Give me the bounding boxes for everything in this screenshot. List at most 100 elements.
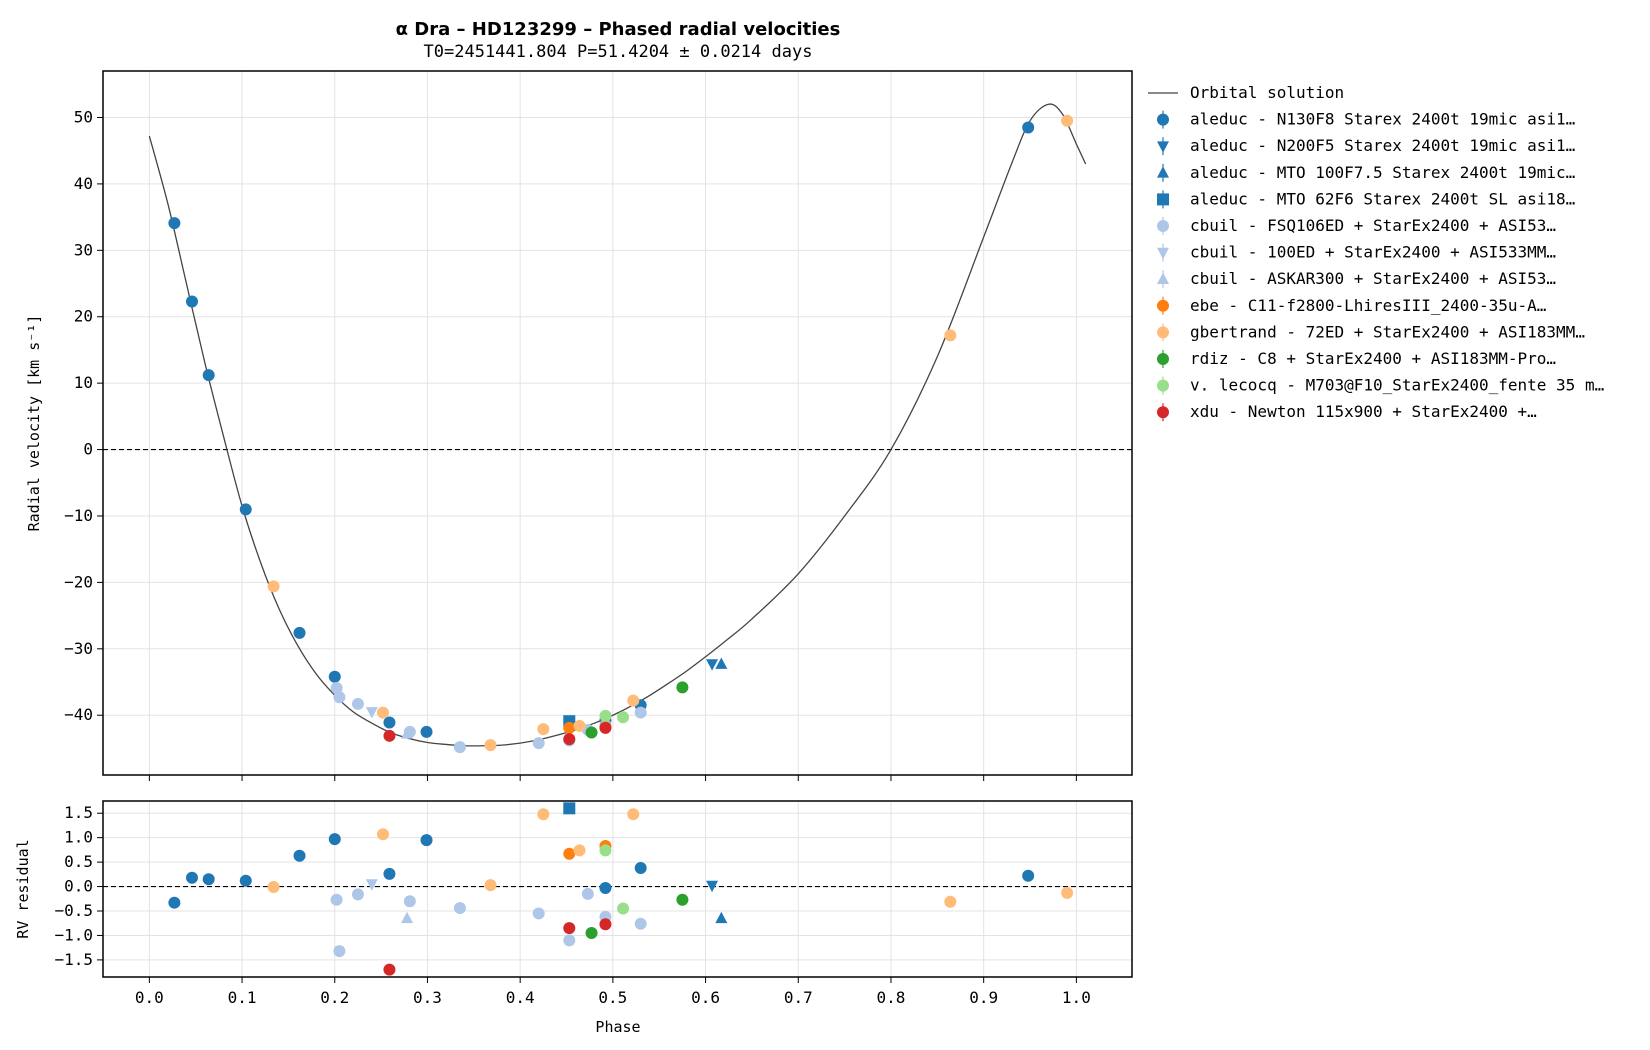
y-tick-label: 10 xyxy=(74,373,93,392)
residual-point xyxy=(1022,869,1035,882)
rv-point xyxy=(634,706,647,719)
rv-point xyxy=(706,659,719,671)
rv-point xyxy=(453,741,466,754)
legend-label: gbertrand - 72ED + StarEx2400 + ASI183MM… xyxy=(1190,322,1585,341)
residual-y-tick-label: 1.0 xyxy=(64,828,93,847)
residual-point xyxy=(185,871,198,884)
residual-point xyxy=(376,828,389,841)
legend-marker xyxy=(1157,299,1169,312)
legend-marker xyxy=(1157,141,1169,153)
residual-point xyxy=(563,922,576,935)
x-tick-label: 0.8 xyxy=(877,988,906,1007)
rv-point xyxy=(239,503,252,516)
residual-point xyxy=(715,911,728,924)
y-tick-label: 30 xyxy=(74,240,93,259)
rv-point xyxy=(537,723,550,736)
legend-label: aleduc - MTO 62F6 Starex 2400t SL asi18… xyxy=(1190,189,1575,208)
rv-point xyxy=(563,721,576,734)
legend-label: ebe - C11-f2800-LhiresIII_2400-35u-A… xyxy=(1190,296,1546,315)
rv-point xyxy=(351,697,364,710)
residual-point xyxy=(1061,886,1074,899)
residual-y-tick-label: −0.5 xyxy=(54,901,93,920)
residual-point xyxy=(676,893,689,906)
legend-marker xyxy=(1157,247,1169,260)
residual-point xyxy=(627,808,640,821)
residual-point xyxy=(537,808,550,821)
rv-point xyxy=(944,329,957,342)
main-plot-frame xyxy=(102,70,1133,776)
rv-point xyxy=(330,681,343,694)
orbital-solution-line xyxy=(148,103,1087,747)
legend-label: v. lecocq - M703@F10_StarEx2400_fente 35… xyxy=(1190,376,1604,395)
legend-marker xyxy=(1157,379,1169,392)
rv-point xyxy=(383,716,396,729)
rv-point xyxy=(333,691,346,704)
residual-point xyxy=(267,881,280,894)
rv-point xyxy=(376,706,389,719)
residual-point xyxy=(634,917,647,930)
legend-marker xyxy=(1157,166,1169,178)
y-tick-label: −20 xyxy=(64,572,93,591)
residual-y-tick-label: 1.5 xyxy=(64,803,93,822)
residual-point xyxy=(453,902,466,915)
x-tick-label: 0.0 xyxy=(135,988,164,1007)
legend-label: xdu - Newton 115x900 + StarEx2400 +… xyxy=(1190,402,1537,421)
residual-point xyxy=(330,893,343,906)
x-tick-label: 0.6 xyxy=(691,988,720,1007)
residual-point xyxy=(293,849,306,862)
legend-label: aleduc - N200F5 Starex 2400t 19mic asi1… xyxy=(1190,136,1575,155)
residual-point xyxy=(401,911,414,924)
rv-point xyxy=(168,217,181,230)
residual-point xyxy=(563,934,576,947)
residual-y-axis-label: RV residual xyxy=(14,839,32,938)
residual-point xyxy=(202,873,215,886)
legend-label: aleduc - N130F8 Starex 2400t 19mic asi1… xyxy=(1190,110,1575,129)
residual-point xyxy=(706,880,719,893)
residual-point xyxy=(585,927,598,939)
rv-point xyxy=(1022,121,1035,134)
x-tick-label: 0.4 xyxy=(506,988,535,1007)
residual-point xyxy=(168,896,181,909)
legend-label: Orbital solution xyxy=(1190,83,1344,102)
x-tick-label: 0.2 xyxy=(320,988,349,1007)
residual-point xyxy=(944,895,957,908)
rv-point xyxy=(573,719,586,732)
residual-point xyxy=(617,902,630,915)
residual-point xyxy=(563,847,576,860)
rv-point xyxy=(328,670,341,683)
x-axis-label: Phase xyxy=(595,1018,640,1036)
legend-label: rdiz - C8 + StarEx2400 + ASI183MM-Pro… xyxy=(1190,349,1556,368)
legend-label: cbuil - 100ED + StarEx2400 + ASI533MM… xyxy=(1190,243,1556,262)
legend: Orbital solution aleduc - N130F8 Starex 2… xyxy=(1148,83,1604,422)
rv-point xyxy=(267,580,280,593)
rv-point xyxy=(420,725,433,738)
legend-marker xyxy=(1157,326,1169,339)
rv-point xyxy=(365,707,378,719)
legend-marker xyxy=(1157,353,1169,365)
legend-label: aleduc - MTO 100F7.5 Starex 2400t 19mic… xyxy=(1190,163,1575,182)
residual-point xyxy=(532,907,545,920)
residual-point xyxy=(383,867,396,880)
x-tick-label: 0.9 xyxy=(969,988,998,1007)
y-tick-label: −40 xyxy=(64,705,93,724)
rv-point xyxy=(202,369,215,382)
rv-point xyxy=(401,727,414,739)
x-tick-label: 0.3 xyxy=(413,988,442,1007)
residual-point xyxy=(333,945,346,958)
rv-point xyxy=(617,711,630,724)
x-tick-label: 0.5 xyxy=(598,988,627,1007)
residual-point xyxy=(599,918,612,931)
residual-point xyxy=(599,844,612,857)
rv-point xyxy=(599,721,612,734)
y-axis-label: Radial velocity [km s⁻¹] xyxy=(25,315,43,532)
y-tick-label: 50 xyxy=(74,107,93,126)
residual-panel: 1.5 1.0 0.5 0.0 −0.5 −1.0 −1.5 RV residual xyxy=(14,800,1133,978)
legend-marker xyxy=(1157,220,1169,232)
rv-point xyxy=(563,733,576,746)
rv-point xyxy=(383,729,396,742)
rv-point xyxy=(585,726,598,739)
rv-point xyxy=(293,626,306,639)
residual-point xyxy=(634,861,647,874)
rv-point xyxy=(185,295,198,308)
